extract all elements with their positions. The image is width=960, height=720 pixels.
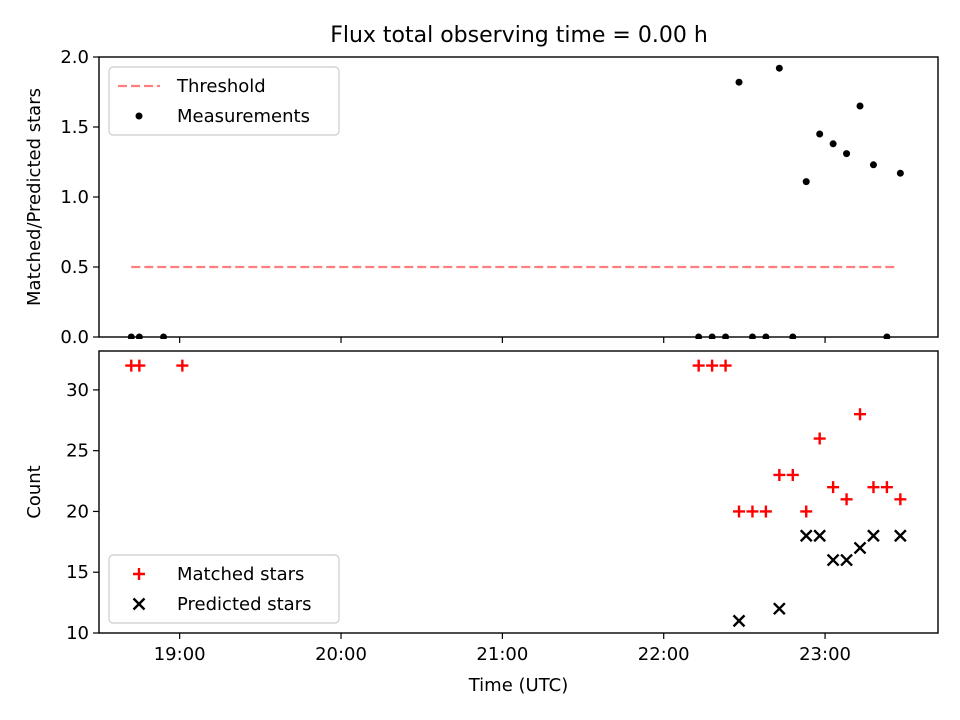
data-point-plus: [813, 432, 826, 445]
data-point-dot: [748, 333, 756, 339]
legend-key-marker: [133, 568, 145, 580]
plot-frame: [98, 350, 939, 634]
data-point-dot: [856, 102, 864, 110]
data-point-x: [772, 602, 786, 616]
data-point-dot: [695, 333, 703, 339]
data-point-dot: [127, 333, 135, 339]
data-point-dot: [829, 140, 837, 148]
y-tick-label: 0.5: [60, 257, 89, 278]
y-tick-label: 25: [66, 441, 89, 462]
legend-label: Measurements: [177, 106, 310, 127]
legend: Threshold Measurements: [108, 66, 340, 136]
data-point-plus: [733, 505, 746, 518]
data-point-plus: [176, 359, 189, 372]
data-point-dot: [843, 150, 851, 158]
y-tick-label: 10: [66, 623, 89, 644]
data-point-plus: [746, 505, 759, 518]
legend: Matched stars Predicted stars: [108, 554, 340, 624]
data-point-plus: [773, 468, 786, 481]
data-layer: [125, 359, 907, 628]
x-axis-label: Time (UTC): [468, 675, 569, 696]
data-point-dot: [896, 169, 904, 177]
legend-box: [108, 66, 340, 136]
ratio-panel: 0.0 0.5 1.0 1.5 2.0 Matched/Predicted stars Th…: [24, 47, 939, 348]
y-tick-label: 15: [66, 562, 89, 583]
legend-label: Predicted stars: [177, 594, 311, 615]
data-point-plus: [840, 493, 853, 506]
count-panel: 10 15 20 25 30 19:00 20:00 21:00 22:00 23:00 Count…: [24, 350, 939, 696]
data-point-plus: [880, 481, 893, 494]
data-point-x: [732, 614, 746, 628]
data-point-x: [813, 529, 827, 543]
data-point-dot: [883, 333, 891, 339]
data-point-dot: [735, 78, 743, 86]
x-tick-label: 23:00: [799, 644, 851, 665]
data-point-plus: [894, 493, 907, 506]
data-point-plus: [867, 481, 880, 494]
data-point-x: [894, 529, 907, 543]
legend-key-marker: [132, 597, 146, 611]
y-tick-label: 2.0: [60, 47, 89, 68]
data-point-plus: [133, 359, 146, 372]
y-tick-label: 1.0: [60, 187, 89, 208]
data-point-dot: [789, 333, 797, 339]
y-tick-label: 30: [66, 380, 89, 401]
data-point-x: [840, 553, 853, 567]
y-tick-label: 0.0: [60, 327, 89, 348]
legend-label: Threshold: [176, 76, 266, 97]
data-point-x: [867, 529, 880, 543]
legend-box: [108, 554, 340, 624]
data-point-plus: [786, 468, 799, 481]
data-point-dot: [762, 333, 770, 339]
data-point-dot: [160, 333, 168, 339]
data-point-plus: [759, 505, 772, 518]
data-point-x: [799, 529, 813, 543]
data-point-plus: [800, 505, 813, 518]
data-point-dot: [722, 333, 730, 339]
data-point-x: [853, 541, 867, 555]
x-tick-label: 21:00: [476, 644, 528, 665]
data-point-x: [826, 553, 840, 567]
data-point-plus: [706, 359, 719, 372]
data-point-plus: [854, 408, 867, 421]
data-point-plus: [827, 481, 840, 494]
x-tick-label: 20:00: [315, 644, 367, 665]
data-point-dot: [816, 130, 824, 138]
data-point-dot: [869, 161, 877, 169]
data-point-plus: [719, 359, 732, 372]
y-tick-label: 20: [66, 501, 89, 522]
data-point-dot: [775, 64, 783, 72]
y-axis-label: Count: [24, 465, 45, 518]
data-point-dot: [802, 178, 810, 186]
data-point-dot: [135, 333, 143, 339]
y-tick-label: 1.5: [60, 117, 89, 138]
data-point-plus: [692, 359, 705, 372]
x-tick-label: 19:00: [154, 644, 206, 665]
legend-label: Matched stars: [177, 564, 304, 585]
x-tick-label: 22:00: [638, 644, 690, 665]
figure-title: Flux total observing time = 0.00 h: [330, 23, 708, 48]
data-layer: [127, 64, 904, 339]
legend-key-marker: [135, 112, 143, 120]
y-axis-label: Matched/Predicted stars: [24, 88, 45, 306]
data-point-dot: [708, 333, 716, 339]
